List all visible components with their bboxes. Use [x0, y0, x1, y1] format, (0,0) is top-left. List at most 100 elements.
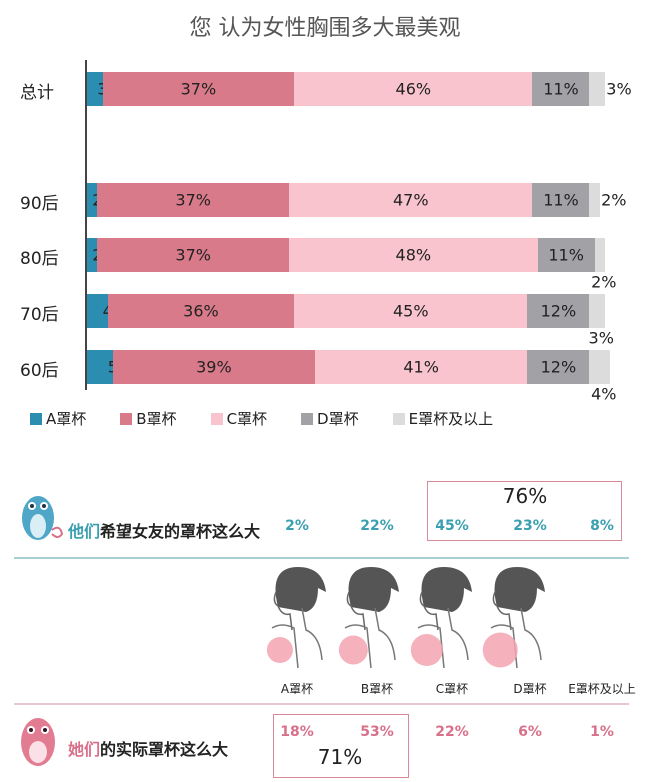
bar-segment [314, 350, 528, 384]
bar-segment [87, 294, 108, 328]
bar-segment [97, 238, 290, 272]
cup-label: D罩杯 [513, 682, 547, 696]
female-box-total: 71% [317, 745, 363, 769]
legend: A罩杯 B罩杯 C罩杯 D罩杯 E罩杯及以上 [30, 408, 493, 429]
bar-segment [97, 183, 290, 217]
bar-segment [87, 72, 103, 106]
data-label: 36% [183, 301, 219, 321]
data-label: 11% [543, 79, 579, 99]
cup-label: E罩杯及以上 [568, 682, 636, 696]
legend-label: C罩杯 [226, 410, 268, 428]
bar-segment [87, 238, 98, 272]
legend-label: B罩杯 [136, 410, 177, 428]
data-label: 37% [175, 190, 211, 210]
legend-swatch [301, 413, 314, 425]
category-label: 总计 [20, 83, 54, 103]
category-label: 80后 [20, 249, 59, 269]
bar-segment [527, 350, 590, 384]
data-label: 37% [175, 245, 211, 265]
female-label-text: 的实际罩杯这么大 [100, 740, 229, 759]
data-label: 12% [540, 301, 577, 321]
male-box-total: 76% [502, 484, 548, 508]
data-label: 39% [196, 357, 232, 377]
cup-label: C罩杯 [435, 682, 469, 696]
percent-value: 6% [518, 724, 542, 740]
legend-item: A罩杯 [30, 408, 86, 429]
bar-segment [532, 72, 590, 106]
bar-segment [589, 294, 605, 328]
bar-segment [537, 238, 595, 272]
data-label: 45% [392, 301, 429, 321]
legend-swatch [210, 413, 223, 425]
legend-swatch [392, 413, 405, 425]
woman-profile-figure [338, 567, 399, 669]
bar-segment [594, 238, 605, 272]
bar-segment [87, 183, 98, 217]
data-label: 48% [395, 245, 432, 265]
female-row-label: 她们的实际罩杯这么大 [68, 736, 228, 760]
legend-item: E罩杯及以上 [392, 408, 494, 429]
bar-segment [294, 294, 528, 328]
bar-segment [87, 350, 113, 384]
female-highlight: 她们 [68, 740, 101, 759]
bar-segment [589, 72, 605, 106]
category-label: 60后 [20, 361, 59, 381]
data-label: 37% [180, 79, 217, 99]
data-label: 3% [588, 328, 614, 348]
data-label: 12% [540, 357, 577, 377]
bar-segment [589, 350, 611, 384]
bar-segment [294, 72, 533, 106]
percent-value: 1% [590, 724, 614, 740]
percent-value: 22% [435, 724, 469, 740]
legend-item: B罩杯 [120, 408, 177, 429]
woman-profile-figure [482, 567, 545, 669]
legend-label: A罩杯 [46, 410, 87, 428]
woman-profile-figure [410, 567, 472, 669]
legend-item: C罩杯 [210, 408, 268, 429]
bar-segment [107, 294, 295, 328]
data-label: 46% [395, 79, 432, 99]
bar-segment [589, 183, 600, 217]
percent-value: 2% [285, 518, 309, 534]
legend-label: D罩杯 [317, 410, 359, 428]
cup-label: B罩杯 [360, 682, 394, 696]
legend-swatch [30, 413, 42, 425]
cup-illustrations [266, 567, 545, 669]
percent-value: 53% [360, 724, 394, 740]
percent-value: 18% [280, 724, 314, 740]
bar-segment [289, 183, 533, 217]
male-row-label: 他们希望女友的罩杯这么大 [68, 518, 260, 542]
data-label: 47% [392, 190, 429, 210]
percent-value: 8% [590, 518, 614, 534]
legend-swatch [120, 413, 133, 425]
category-label: 90后 [20, 194, 59, 214]
bar-segment [527, 294, 590, 328]
percent-value: 23% [513, 518, 547, 534]
data-label: 2% [601, 190, 627, 210]
pink-mascot-icon [21, 718, 55, 766]
bar-segment [112, 350, 315, 384]
bar-segment [532, 183, 590, 217]
data-label: 41% [403, 357, 439, 377]
divider [14, 703, 629, 705]
male-highlight: 他们 [68, 522, 101, 541]
percent-value: 22% [360, 518, 394, 534]
category-label: 70后 [20, 305, 59, 325]
cup-label: A罩杯 [280, 682, 314, 696]
female-total-box [273, 714, 409, 778]
bar-segment [289, 238, 538, 272]
divider [14, 557, 629, 559]
legend-item: D罩杯 [301, 408, 359, 429]
male-label-text: 希望女友的罩杯这么大 [100, 522, 261, 541]
legend-label: E罩杯及以上 [408, 410, 494, 428]
y-axis-line [85, 60, 87, 390]
male-total-box [427, 481, 622, 541]
chart-title: 您 认为女性胸围多大最美观 [189, 16, 461, 41]
bar-segment [102, 72, 295, 106]
data-label: 2% [591, 272, 617, 292]
woman-profile-figure [266, 567, 326, 669]
percent-value: 45% [435, 518, 469, 534]
data-label: 3% [606, 79, 632, 99]
data-label: 11% [548, 245, 584, 265]
